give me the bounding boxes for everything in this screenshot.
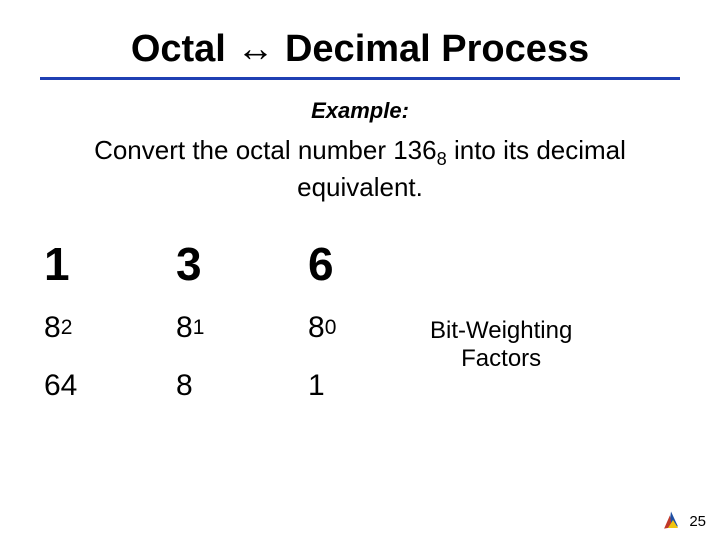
bit-weighting-label: Bit-Weighting Factors [430,317,572,375]
problem-statement: Convert the octal number 1368 into its d… [40,134,680,203]
weight-cell-0: 82 [44,303,148,353]
weight-cell-1: 81 [176,303,280,353]
digit-1: 3 [176,237,202,291]
weight-exp-2: 0 [325,316,337,340]
digit-cell-2: 6 [308,233,412,295]
factor-line-2: Factors [430,345,572,374]
value-cell-2: 1 [308,361,412,411]
value-2: 1 [308,369,325,403]
logo-icon [663,512,683,530]
page-number: 25 [689,513,706,530]
digit-cell-1: 3 [176,233,280,295]
title-underline [40,77,680,80]
problem-subscript: 8 [437,149,447,169]
value-0: 64 [44,369,77,403]
conversion-table-area: 1 3 6 82 81 80 64 8 1 Bit-Weighting Fact… [44,233,680,411]
page-number-area: 25 [663,512,706,530]
weight-exp-0: 2 [61,316,73,340]
slide: Octal ↔ Decimal Process Example: Convert… [0,0,720,540]
weight-cell-2: 80 [308,303,412,353]
example-label: Example: [40,98,680,124]
factor-line-1: Bit-Weighting [430,317,572,346]
weight-base-0: 8 [44,311,61,345]
digit-2: 6 [308,237,334,291]
weight-base-1: 8 [176,311,193,345]
value-cell-1: 8 [176,361,280,411]
slide-title: Octal ↔ Decimal Process [40,28,680,71]
digit-0: 1 [44,237,70,291]
conversion-grid: 1 3 6 82 81 80 64 8 1 [44,233,412,411]
digit-cell-0: 1 [44,233,148,295]
weight-base-2: 8 [308,311,325,345]
problem-pre: Convert the octal number 136 [94,135,437,165]
weight-exp-1: 1 [193,316,205,340]
value-cell-0: 64 [44,361,148,411]
value-1: 8 [176,369,193,403]
